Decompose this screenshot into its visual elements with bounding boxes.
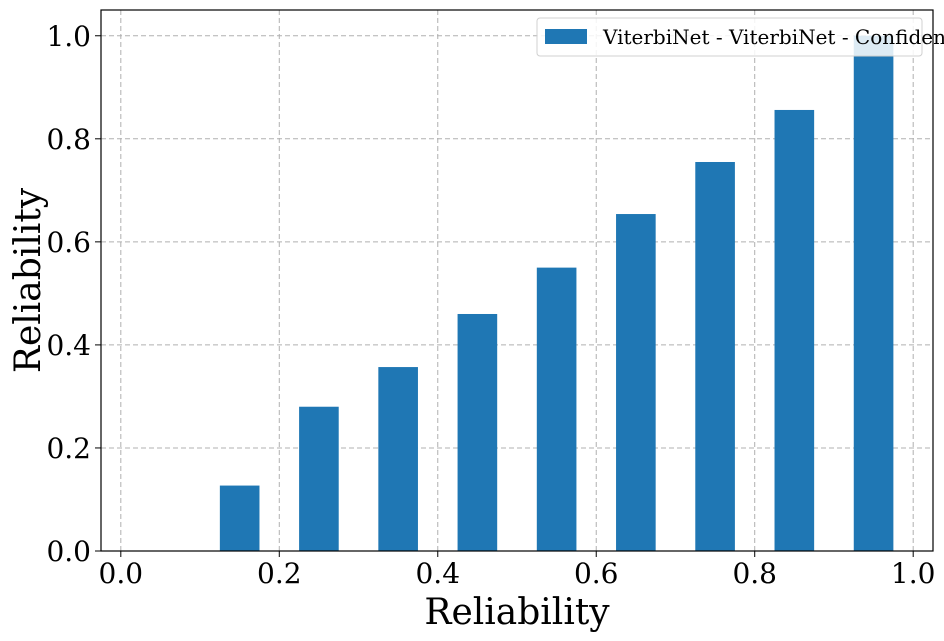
plot-frame [100, 9, 934, 552]
bar [536, 267, 577, 551]
y-tick-label: 0.6 [46, 226, 91, 259]
y-tick-label: 0.8 [46, 123, 91, 156]
bar [616, 214, 656, 551]
y-tick-label: 0.4 [46, 329, 91, 362]
legend: ViterbiNet - ViterbiNet - Confidence [536, 17, 944, 57]
x-tick-label: 1.0 [891, 557, 936, 590]
bar [378, 367, 418, 551]
x-tick-label: 0.2 [257, 557, 302, 590]
legend-label: ViterbiNet - ViterbiNet - Confidence [602, 25, 944, 49]
axis-ticks: 0.0 0.2 0.4 0.6 0.8 1.0 0.0 0.2 0.4 0.6 0.8 1.0 [46, 20, 935, 590]
y-axis-label: Reliability [8, 187, 49, 373]
x-tick-label: 0.4 [415, 557, 460, 590]
bar [219, 485, 260, 551]
bar [457, 313, 498, 551]
x-tick-label: 0.8 [732, 557, 777, 590]
bar [299, 406, 339, 551]
x-tick-label: 0.0 [99, 557, 144, 590]
legend-swatch [545, 29, 587, 44]
bar [774, 109, 815, 552]
bar [695, 161, 735, 551]
x-tick-label: 0.6 [574, 557, 619, 590]
bar [853, 35, 894, 552]
y-tick-label: 1.0 [46, 20, 91, 53]
x-axis-label: Reliability [424, 592, 610, 633]
y-tick-label: 0.2 [46, 432, 91, 465]
y-tick-label: 0.0 [46, 535, 91, 568]
bars [219, 35, 894, 552]
legend-box [536, 17, 923, 57]
